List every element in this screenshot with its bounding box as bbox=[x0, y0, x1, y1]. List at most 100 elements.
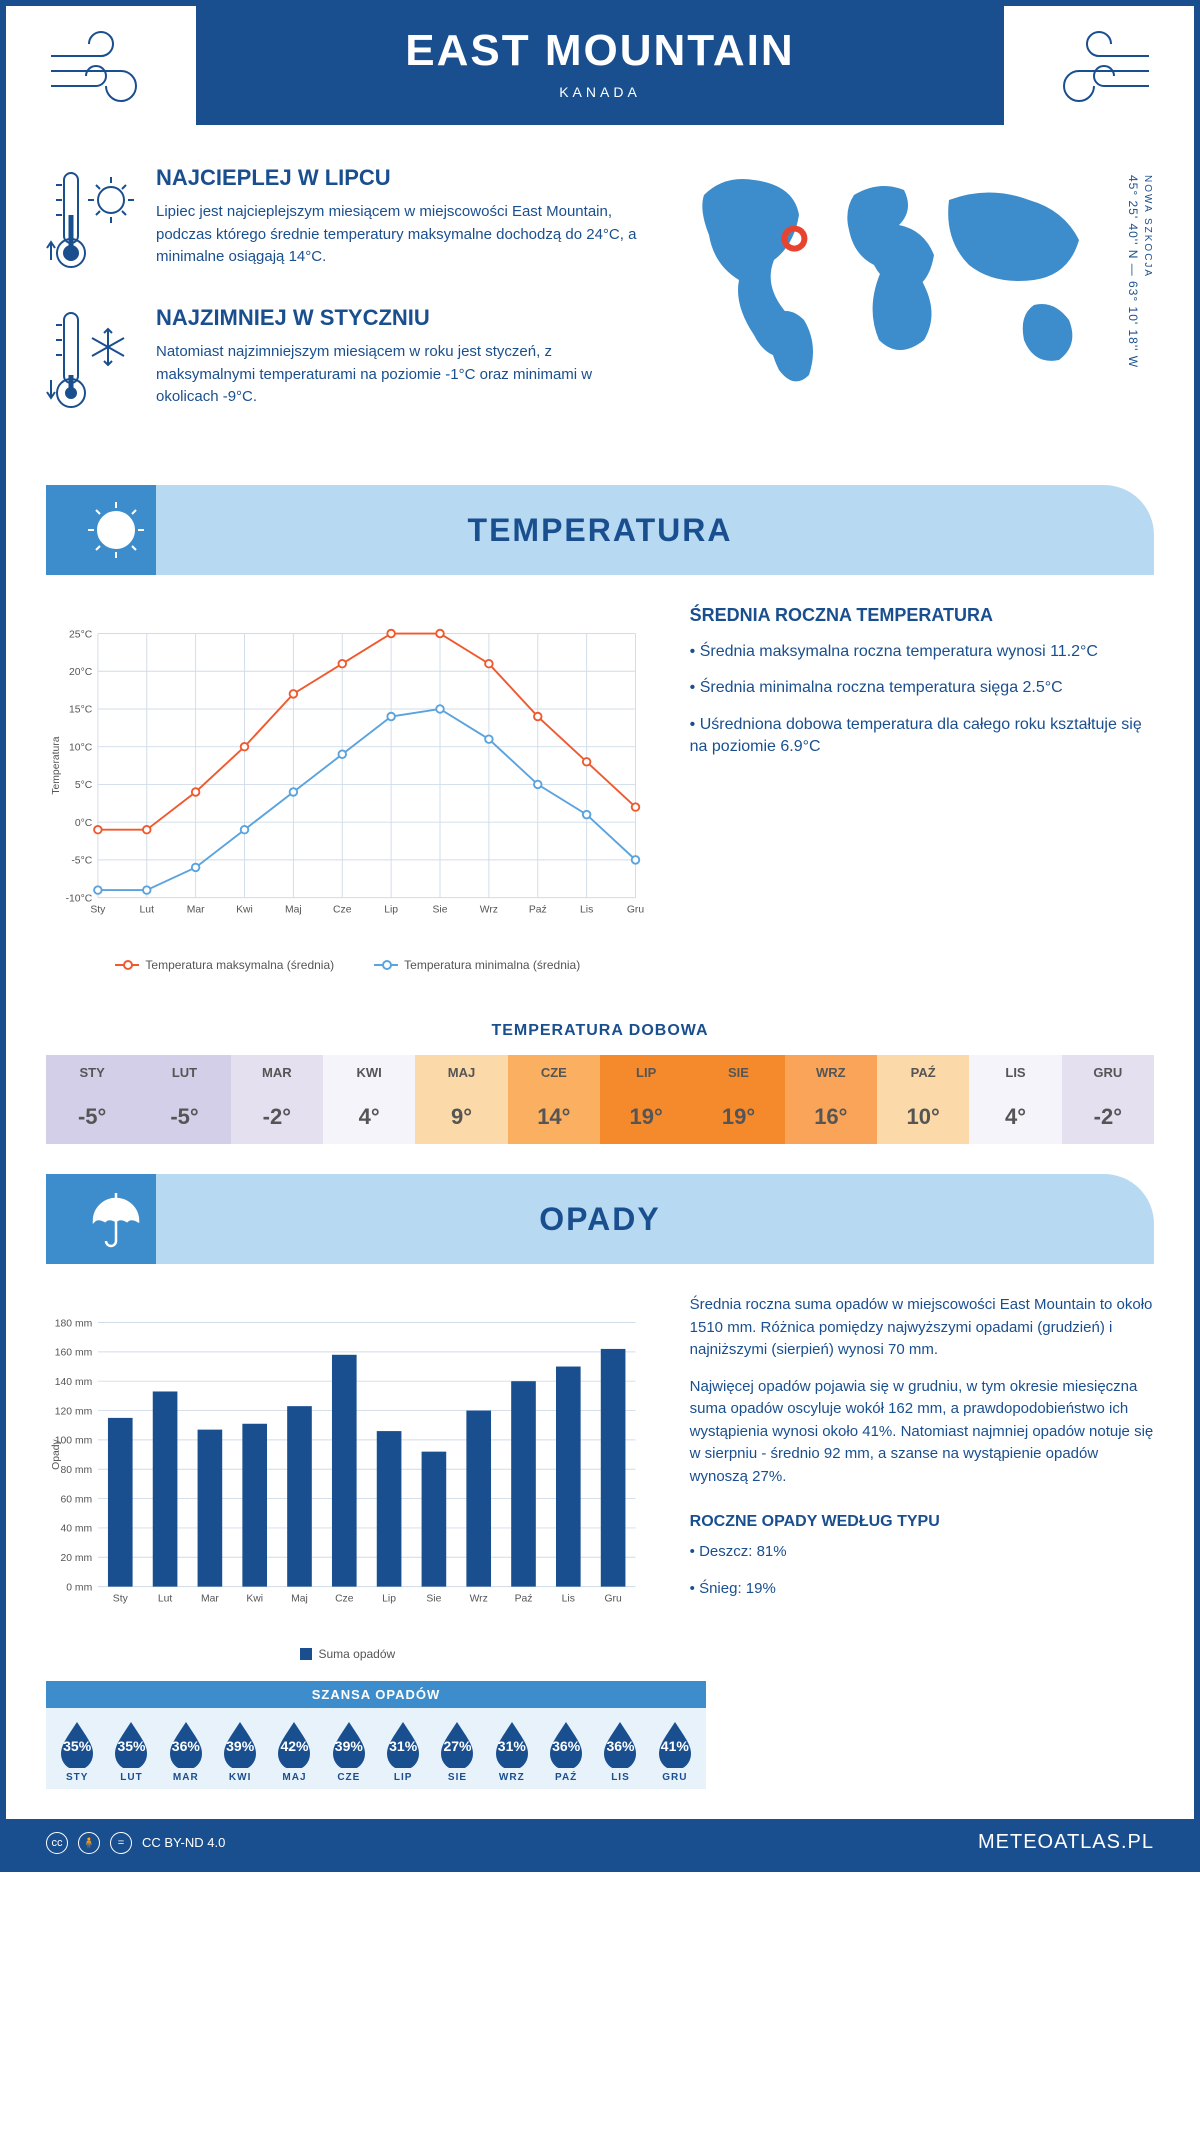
chance-cell: 42%MAJ bbox=[267, 1718, 321, 1783]
page-title: EAST MOUNTAIN bbox=[276, 26, 924, 76]
chance-cell: 35%STY bbox=[50, 1718, 104, 1783]
temperature-line-chart: -10°C-5°C0°C5°C10°C15°C20°C25°CStyLutMar… bbox=[46, 605, 650, 945]
svg-text:Opady: Opady bbox=[51, 1438, 62, 1469]
chance-cell: 31%WRZ bbox=[485, 1718, 539, 1783]
world-map-wrap: NOWA SZKOCJA 45° 25' 40'' N — 63° 10' 18… bbox=[674, 165, 1154, 445]
coldest-block: NAJZIMNIEJ W STYCZNIU Natomiast najzimni… bbox=[46, 305, 644, 415]
info-row: NAJCIEPLEJ W LIPCU Lipiec jest najcieple… bbox=[6, 135, 1194, 465]
temp-legend: Temperatura maksymalna (średnia) Tempera… bbox=[46, 958, 650, 972]
svg-text:80 mm: 80 mm bbox=[61, 1465, 93, 1476]
svg-text:180 mm: 180 mm bbox=[55, 1318, 92, 1329]
daily-month: LIP bbox=[600, 1055, 692, 1090]
svg-text:40 mm: 40 mm bbox=[61, 1524, 93, 1535]
svg-text:15°C: 15°C bbox=[69, 705, 93, 716]
temp-stat-item: • Uśredniona dobowa temperatura dla całe… bbox=[690, 714, 1154, 759]
chance-title: SZANSA OPADÓW bbox=[46, 1681, 706, 1708]
svg-text:140 mm: 140 mm bbox=[55, 1377, 92, 1388]
svg-text:Sty: Sty bbox=[113, 1594, 129, 1605]
warmest-text: Lipiec jest najcieplejszym miesiącem w m… bbox=[156, 201, 644, 269]
warmest-title: NAJCIEPLEJ W LIPCU bbox=[156, 165, 644, 191]
by-icon: 🧍 bbox=[78, 1832, 100, 1854]
svg-text:25°C: 25°C bbox=[69, 629, 93, 640]
thermometer-sun-icon bbox=[46, 165, 136, 275]
svg-text:Temperatura: Temperatura bbox=[51, 736, 62, 794]
section-header-temperature: TEMPERATURA bbox=[46, 485, 1154, 575]
svg-text:60 mm: 60 mm bbox=[61, 1494, 93, 1505]
chance-cell: 27%SIE bbox=[430, 1718, 484, 1783]
svg-text:Sty: Sty bbox=[90, 905, 106, 916]
world-map bbox=[674, 165, 1104, 395]
precip-type-item: • Śnieg: 19% bbox=[690, 1578, 1154, 1601]
sun-icon bbox=[86, 500, 146, 560]
daily-month: PAŹ bbox=[877, 1055, 969, 1090]
daily-month: MAR bbox=[231, 1055, 323, 1090]
temperature-title: TEMPERATURA bbox=[86, 512, 1114, 549]
daily-month: GRU bbox=[1062, 1055, 1154, 1090]
chance-strip: SZANSA OPADÓW 35%STY35%LUT36%MAR39%KWI42… bbox=[46, 1681, 706, 1789]
svg-text:120 mm: 120 mm bbox=[55, 1406, 92, 1417]
nd-icon: = bbox=[110, 1832, 132, 1854]
daily-month: KWI bbox=[323, 1055, 415, 1090]
daily-month: LUT bbox=[138, 1055, 230, 1090]
svg-text:Wrz: Wrz bbox=[480, 905, 498, 916]
legend-min: Temperatura minimalna (średnia) bbox=[404, 958, 580, 972]
wind-icon-right bbox=[1034, 26, 1154, 116]
daily-value: 4° bbox=[323, 1090, 415, 1144]
daily-temp-table: STYLUTMARKWIMAJCZELIPSIEWRZPAŹLISGRU-5°-… bbox=[46, 1055, 1154, 1144]
svg-text:Wrz: Wrz bbox=[470, 1594, 488, 1605]
daily-value: 4° bbox=[969, 1090, 1061, 1144]
svg-text:Lut: Lut bbox=[140, 905, 155, 916]
svg-text:Paź: Paź bbox=[529, 905, 547, 916]
chance-cell: 31%LIP bbox=[376, 1718, 430, 1783]
site-name: METEOATLAS.PL bbox=[978, 1831, 1154, 1854]
precip-text-1: Średnia roczna suma opadów w miejscowośc… bbox=[690, 1294, 1154, 1362]
daily-month: SIE bbox=[692, 1055, 784, 1090]
svg-text:Lut: Lut bbox=[158, 1594, 173, 1605]
temp-stat-item: • Średnia minimalna roczna temperatura s… bbox=[690, 677, 1154, 699]
svg-text:Gru: Gru bbox=[627, 905, 645, 916]
footer: cc 🧍 = CC BY-ND 4.0 METEOATLAS.PL bbox=[6, 1819, 1194, 1866]
daily-value: 16° bbox=[785, 1090, 877, 1144]
svg-text:-5°C: -5°C bbox=[71, 856, 92, 867]
legend-max: Temperatura maksymalna (średnia) bbox=[145, 958, 334, 972]
daily-value: 10° bbox=[877, 1090, 969, 1144]
chance-cell: 36%LIS bbox=[593, 1718, 647, 1783]
opady-title: OPADY bbox=[86, 1201, 1114, 1238]
coordinates: NOWA SZKOCJA 45° 25' 40'' N — 63° 10' 18… bbox=[1126, 175, 1154, 368]
svg-text:20°C: 20°C bbox=[69, 667, 93, 678]
temp-stats-title: ŚREDNIA ROCZNA TEMPERATURA bbox=[690, 605, 1154, 626]
svg-text:20 mm: 20 mm bbox=[61, 1553, 93, 1564]
svg-text:160 mm: 160 mm bbox=[55, 1348, 92, 1359]
temp-stat-item: • Średnia maksymalna roczna temperatura … bbox=[690, 641, 1154, 663]
coldest-title: NAJZIMNIEJ W STYCZNIU bbox=[156, 305, 644, 331]
daily-value: -2° bbox=[231, 1090, 323, 1144]
umbrella-icon bbox=[86, 1189, 146, 1249]
daily-temp-title: TEMPERATURA DOBOWA bbox=[6, 1022, 1194, 1040]
coords-value: 45° 25' 40'' N — 63° 10' 18'' W bbox=[1126, 175, 1140, 368]
svg-text:Mar: Mar bbox=[187, 905, 205, 916]
svg-text:Sie: Sie bbox=[426, 1594, 441, 1605]
daily-month: STY bbox=[46, 1055, 138, 1090]
section-header-opady: OPADY bbox=[46, 1174, 1154, 1264]
chance-cell: 36%MAR bbox=[159, 1718, 213, 1783]
svg-text:Kwi: Kwi bbox=[246, 1594, 263, 1605]
daily-value: 14° bbox=[508, 1090, 600, 1144]
svg-text:Sie: Sie bbox=[433, 905, 448, 916]
daily-value: -5° bbox=[46, 1090, 138, 1144]
daily-month: LIS bbox=[969, 1055, 1061, 1090]
region-label: NOWA SZKOCJA bbox=[1142, 175, 1153, 278]
svg-text:Maj: Maj bbox=[285, 905, 302, 916]
daily-month: WRZ bbox=[785, 1055, 877, 1090]
warmest-block: NAJCIEPLEJ W LIPCU Lipiec jest najcieple… bbox=[46, 165, 644, 275]
daily-month: MAJ bbox=[415, 1055, 507, 1090]
svg-text:Paź: Paź bbox=[515, 1594, 533, 1605]
chance-cell: 39%CZE bbox=[322, 1718, 376, 1783]
precip-type-title: ROCZNE OPADY WEDŁUG TYPU bbox=[690, 1513, 1154, 1531]
coldest-text: Natomiast najzimniejszym miesiącem w rok… bbox=[156, 341, 644, 409]
thermometer-snow-icon bbox=[46, 305, 136, 415]
svg-text:Lis: Lis bbox=[580, 905, 593, 916]
chance-cell: 35%LUT bbox=[104, 1718, 158, 1783]
svg-text:Kwi: Kwi bbox=[236, 905, 253, 916]
svg-text:Cze: Cze bbox=[333, 905, 352, 916]
svg-text:Mar: Mar bbox=[201, 1594, 219, 1605]
